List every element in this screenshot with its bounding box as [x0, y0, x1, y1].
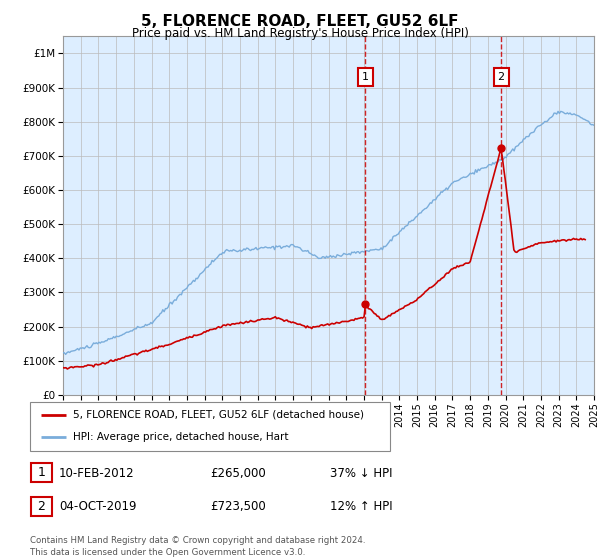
Text: 5, FLORENCE ROAD, FLEET, GU52 6LF (detached house): 5, FLORENCE ROAD, FLEET, GU52 6LF (detac… [73, 410, 364, 420]
Text: 37% ↓ HPI: 37% ↓ HPI [330, 466, 392, 480]
Text: £723,500: £723,500 [210, 500, 266, 514]
Text: 1: 1 [37, 466, 46, 479]
FancyBboxPatch shape [31, 463, 52, 482]
Text: Contains HM Land Registry data © Crown copyright and database right 2024.
This d: Contains HM Land Registry data © Crown c… [30, 536, 365, 557]
FancyBboxPatch shape [30, 402, 390, 451]
Text: 1: 1 [362, 72, 369, 82]
FancyBboxPatch shape [31, 497, 52, 516]
Text: HPI: Average price, detached house, Hart: HPI: Average price, detached house, Hart [73, 432, 289, 442]
Text: 2: 2 [37, 500, 46, 513]
Text: 2: 2 [497, 72, 505, 82]
Text: 5, FLORENCE ROAD, FLEET, GU52 6LF: 5, FLORENCE ROAD, FLEET, GU52 6LF [141, 14, 459, 29]
Text: 10-FEB-2012: 10-FEB-2012 [59, 466, 134, 480]
Text: 12% ↑ HPI: 12% ↑ HPI [330, 500, 392, 514]
Text: £265,000: £265,000 [210, 466, 266, 480]
Text: Price paid vs. HM Land Registry's House Price Index (HPI): Price paid vs. HM Land Registry's House … [131, 27, 469, 40]
Text: 04-OCT-2019: 04-OCT-2019 [59, 500, 136, 514]
